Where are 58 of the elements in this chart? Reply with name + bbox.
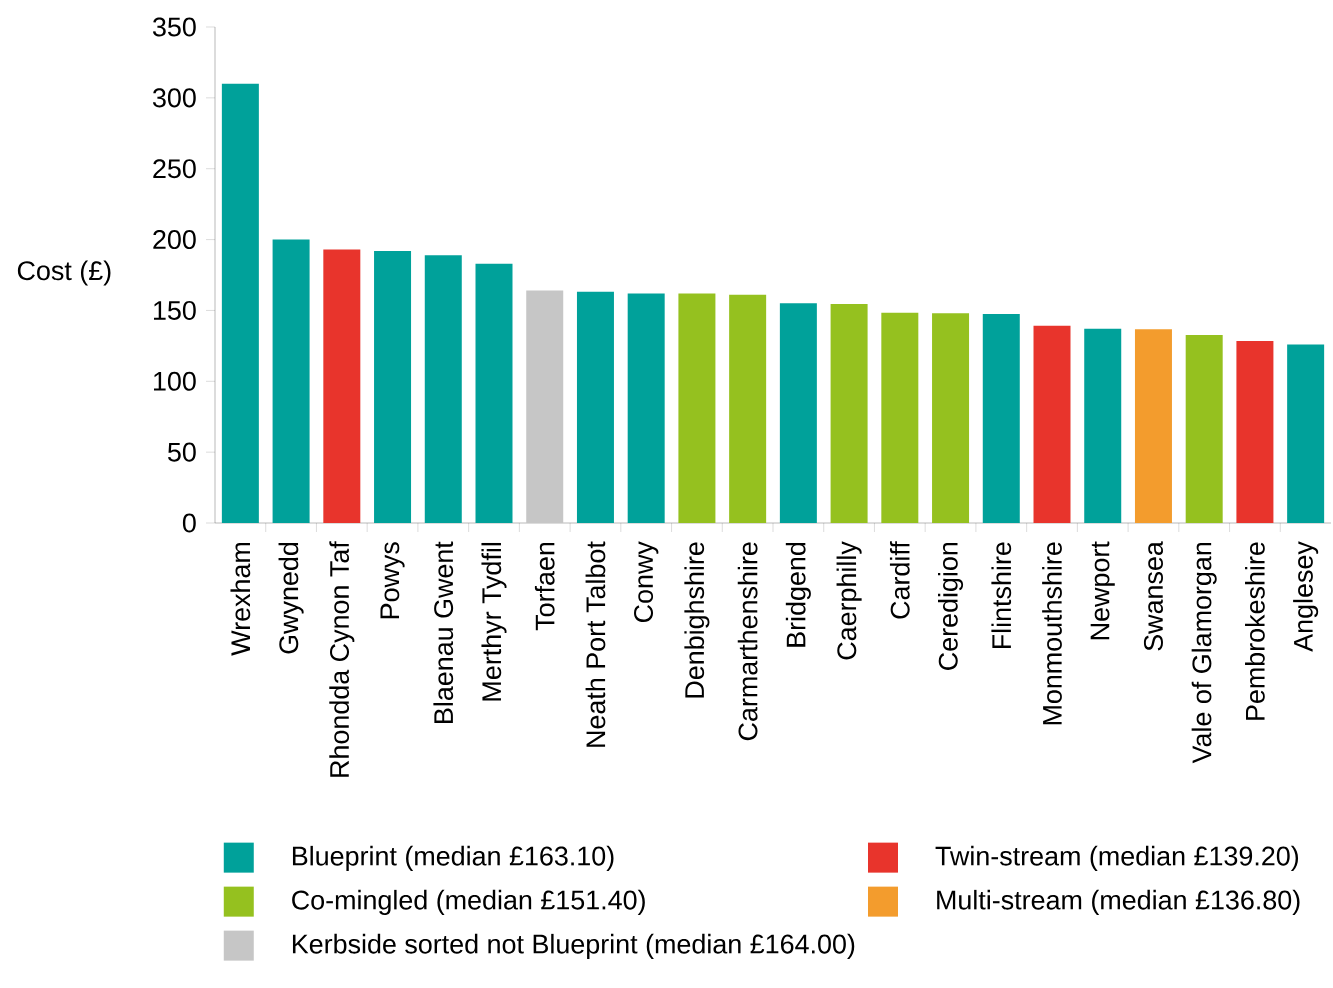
legend-label: Kerbside sorted not Blueprint (median £164.00): [292, 933, 855, 959]
x-tick-label: Wrexham: [230, 542, 251, 656]
bar: [1287, 344, 1325, 523]
y-tick-label: 300: [152, 88, 196, 108]
bar: [424, 255, 462, 523]
legend-label: Co-mingled (median £151.40): [292, 889, 645, 915]
legend-label: Twin-stream (median £139.20): [935, 845, 1299, 871]
x-tick-label: Conwy: [634, 541, 659, 623]
bar: [982, 313, 1020, 523]
x-tick-label: Caerphilly: [836, 541, 862, 660]
bar: [627, 293, 665, 523]
bar: [779, 303, 817, 523]
bar: [1134, 329, 1172, 523]
x-tick-label: Vale of Glamorgan: [1191, 542, 1217, 764]
bar: [576, 291, 614, 523]
y-tick-label: 150: [154, 300, 196, 320]
x-tick-label: Merthyr Tydfil: [481, 542, 507, 701]
bar: [526, 290, 564, 523]
bar: [272, 239, 310, 523]
x-tick-label: Monmouthshire: [1042, 542, 1062, 725]
x-tick-label: Gwynedd: [278, 542, 304, 654]
x-tick-label: Bridgend: [785, 542, 811, 647]
y-tick-label: 200: [153, 230, 196, 250]
x-tick-label: Flintshire: [991, 542, 1012, 649]
x-tick-label: Neath Port Talbot: [585, 541, 606, 747]
x-tick-label: Ceredigion: [938, 542, 964, 670]
legend-label: Multi-stream (median £136.80): [937, 889, 1300, 915]
x-tick-label: Newport: [1090, 541, 1115, 640]
y-tick-label: 100: [154, 371, 196, 391]
y-tick-label: 350: [152, 17, 196, 37]
x-tick-label: Carmarthenshire: [737, 542, 758, 741]
bar: [881, 312, 919, 523]
bar: [729, 294, 767, 523]
legend-label: Blueprint (median £163.10): [292, 845, 614, 871]
bar: [932, 313, 970, 523]
bar: [323, 249, 361, 523]
bar: [221, 83, 259, 523]
bar: [1033, 325, 1071, 523]
x-tick-label: Pembrokeshire: [1245, 542, 1265, 720]
y-axis-title: Cost (£): [17, 260, 111, 286]
x-tick-label: Swansea: [1143, 541, 1163, 651]
x-tick-label: Powys: [380, 542, 405, 619]
y-tick-label: 0: [182, 513, 196, 533]
x-tick-label: Anglesey: [1293, 541, 1319, 652]
y-tick-label: 250: [153, 159, 196, 179]
x-tick-label: Rhondda Cynon Taf: [329, 541, 355, 777]
y-tick-label: 50: [167, 442, 196, 462]
x-tick-label: Blaenau Gwent: [433, 541, 454, 723]
bar: [1236, 341, 1274, 523]
bar: [374, 250, 412, 523]
bar: [1185, 334, 1223, 523]
bar: [475, 263, 513, 523]
x-tick-label: Torfaen: [534, 542, 555, 631]
bar: [1084, 328, 1122, 523]
bar: [678, 293, 716, 523]
x-tick-label: Denbighshire: [684, 542, 710, 698]
bar: [830, 304, 868, 523]
x-tick-label: Cardiff: [889, 541, 910, 619]
